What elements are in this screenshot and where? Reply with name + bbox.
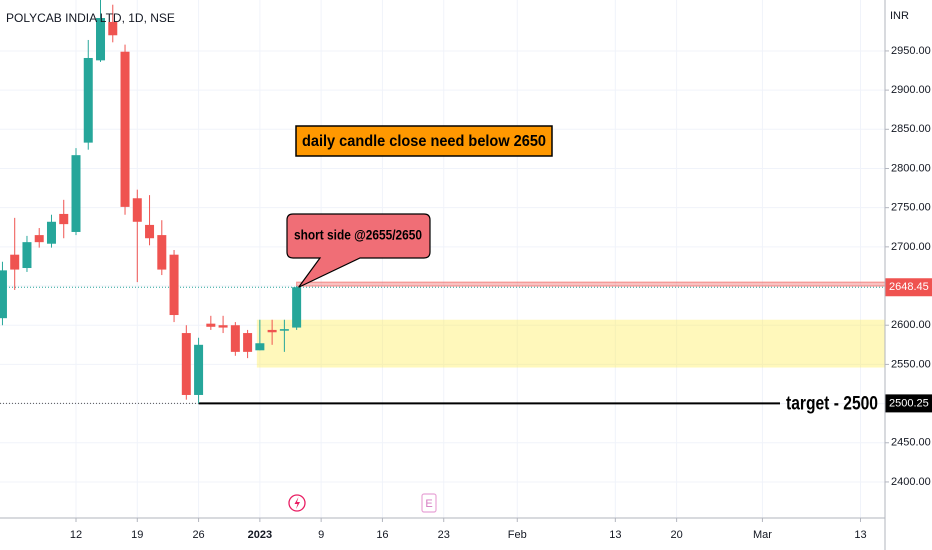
- candle-body: [194, 344, 204, 395]
- last-price-tag: [885, 278, 932, 297]
- candle-body: [46, 221, 56, 244]
- y-tick-label: 2950.00: [891, 45, 931, 57]
- x-tick-label: Feb: [508, 529, 527, 541]
- candle-body: [71, 155, 81, 232]
- y-tick-label: 2800.00: [891, 162, 931, 174]
- candle-body: [169, 254, 179, 316]
- x-tick-label: 12: [70, 529, 82, 541]
- y-tick-label: 2600.00: [891, 319, 931, 331]
- overlays: 2648.45 2500.25 daily candle close need be…: [286, 125, 932, 414]
- y-tick-label: 2900.00: [891, 84, 931, 96]
- candle-body: [230, 325, 240, 352]
- last-price-label: 2648.45: [889, 281, 929, 293]
- target-text: target - 2500: [786, 393, 878, 414]
- entry-callout: [286, 213, 431, 288]
- condition-box: [295, 125, 553, 157]
- candle-body: [132, 198, 142, 222]
- x-tick-label: 23: [438, 529, 450, 541]
- y-tick-label: 2850.00: [891, 123, 931, 135]
- candle-body: [267, 329, 277, 333]
- resistance-zone: [296, 281, 886, 287]
- candle-body: [255, 343, 265, 351]
- y-tick-label: 2550.00: [891, 358, 931, 370]
- x-tick-label: 9: [318, 529, 324, 541]
- y-tick-label: 2750.00: [891, 202, 931, 214]
- candle-body: [59, 213, 69, 225]
- y-tick-label: 2400.00: [891, 476, 931, 488]
- y-tick-label: 2700.00: [891, 241, 931, 253]
- candle-body: [10, 254, 20, 270]
- candle-body: [206, 323, 216, 327]
- zones: [0, 281, 886, 405]
- candle-body: [96, 18, 106, 61]
- candle-body: [0, 270, 7, 319]
- support-zone: [256, 319, 886, 368]
- candle-body: [218, 325, 228, 328]
- candle-body: [181, 333, 191, 395]
- candle-body: [279, 329, 289, 331]
- chart-title: POLYCAB INDIA LTD, 1D, NSE: [6, 11, 175, 25]
- entry-text: short side @2655/2650: [294, 227, 422, 243]
- event-label: E: [425, 498, 432, 510]
- x-tick-label: Mar: [753, 529, 772, 541]
- currency-label: INR: [890, 10, 909, 22]
- candle-body: [34, 235, 44, 243]
- target-price-tag: [885, 394, 932, 413]
- candle-body: [145, 224, 155, 239]
- candle-body: [243, 333, 253, 352]
- candle-body: [22, 242, 32, 269]
- candles: [0, 0, 302, 404]
- y-tick-label: 2450.00: [891, 437, 931, 449]
- news-icon[interactable]: [288, 494, 306, 512]
- x-tick-label: 13: [854, 529, 866, 541]
- target-price-label: 2500.25: [889, 397, 929, 409]
- x-tick-label: 26: [192, 529, 204, 541]
- x-tick-label: 13: [609, 529, 621, 541]
- candle-body: [120, 51, 130, 207]
- x-tick-label: 2023: [248, 529, 272, 541]
- candle-body: [83, 57, 93, 143]
- earnings-icon[interactable]: E: [421, 493, 437, 513]
- candle-body: [157, 235, 167, 270]
- candle-body: [292, 287, 302, 328]
- condition-text: daily candle close need below 2650: [302, 133, 546, 150]
- candle-body: [108, 21, 118, 36]
- x-tick-label: 20: [670, 529, 682, 541]
- x-tick-label: 16: [376, 529, 388, 541]
- x-tick-label: 19: [131, 529, 143, 541]
